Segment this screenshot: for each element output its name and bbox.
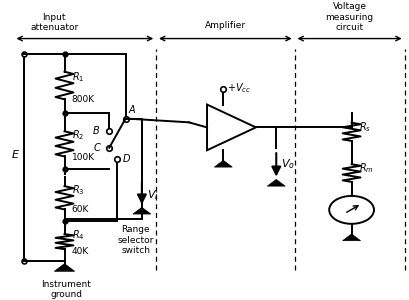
Text: Instrument
ground: Instrument ground	[41, 280, 91, 299]
Polygon shape	[342, 234, 360, 241]
Text: 60K: 60K	[72, 206, 89, 214]
Text: C: C	[93, 143, 100, 153]
Text: $R_m$: $R_m$	[358, 161, 373, 175]
Text: A: A	[128, 106, 135, 116]
Text: $R_3$: $R_3$	[72, 183, 84, 197]
Text: Voltage
measuring
circuit: Voltage measuring circuit	[325, 2, 373, 32]
Text: 800K: 800K	[72, 95, 95, 104]
Text: $V_o$: $V_o$	[281, 157, 294, 171]
Text: $R_1$: $R_1$	[72, 70, 84, 83]
Text: Amplifier: Amplifier	[204, 21, 245, 30]
Polygon shape	[54, 264, 74, 271]
Text: 100K: 100K	[72, 153, 95, 162]
Text: Input
attenuator: Input attenuator	[30, 13, 78, 32]
Text: Range
selector
switch: Range selector switch	[117, 225, 154, 255]
Text: $+V_{cc}$: $+V_{cc}$	[227, 81, 251, 95]
Text: $R_s$: $R_s$	[358, 120, 370, 134]
Polygon shape	[267, 179, 285, 186]
Text: B: B	[93, 126, 100, 136]
Text: 40K: 40K	[72, 247, 89, 256]
Text: D: D	[122, 154, 130, 164]
Text: $R_2$: $R_2$	[72, 128, 84, 142]
Polygon shape	[133, 207, 151, 214]
Text: $V_i$: $V_i$	[146, 188, 158, 202]
Text: E: E	[11, 150, 18, 160]
Text: $R_4$: $R_4$	[72, 228, 84, 242]
Polygon shape	[214, 160, 232, 167]
